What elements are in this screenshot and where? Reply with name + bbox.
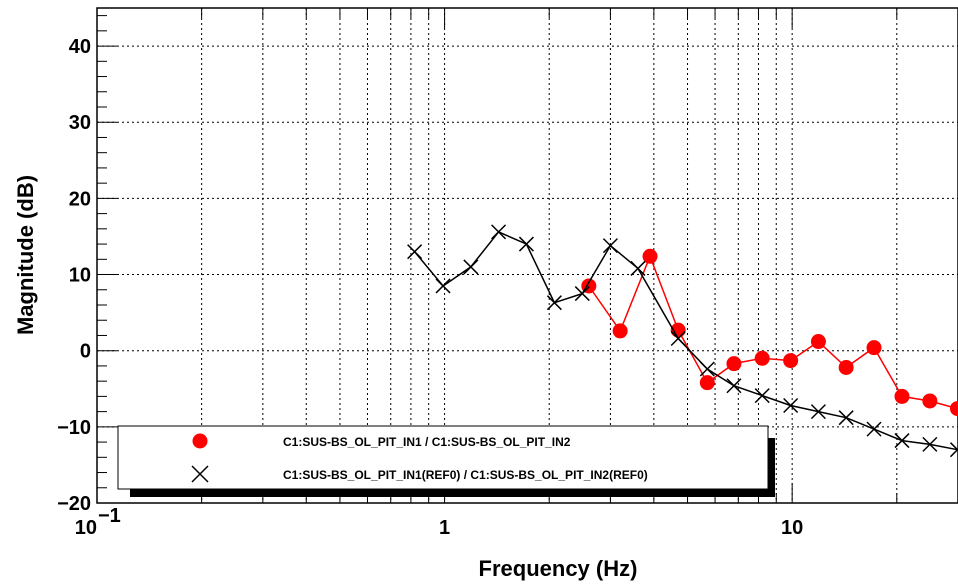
data-point bbox=[612, 323, 628, 339]
data-point-stroke bbox=[463, 259, 479, 275]
series-line-1 bbox=[588, 254, 958, 410]
legend-label-series-1: C1:SUS-BS_OL_PIT_IN1 / C1:SUS-BS_OL_PIT_… bbox=[283, 435, 571, 449]
data-point bbox=[838, 359, 854, 375]
data-point bbox=[838, 410, 854, 426]
legend-marker-x bbox=[191, 465, 209, 483]
y-axis-title: Magnitude (dB) bbox=[13, 175, 38, 335]
data-point bbox=[866, 340, 882, 356]
data-point-stroke bbox=[435, 278, 451, 294]
y-tick-label: 10 bbox=[69, 265, 91, 287]
data-point-stroke bbox=[491, 224, 507, 240]
data-point bbox=[491, 224, 507, 240]
data-point bbox=[630, 260, 646, 276]
data-point bbox=[894, 388, 910, 404]
data-point-stroke bbox=[670, 330, 686, 347]
data-point bbox=[699, 361, 715, 377]
data-point bbox=[726, 378, 742, 394]
data-point bbox=[602, 238, 618, 254]
data-point-stroke bbox=[894, 433, 910, 449]
data-point-stroke bbox=[630, 260, 646, 276]
data-point bbox=[754, 388, 770, 404]
data-point bbox=[810, 334, 826, 350]
data-point bbox=[407, 244, 423, 260]
data-point bbox=[518, 236, 534, 252]
data-point-stroke bbox=[783, 397, 799, 414]
legend-marker-circle bbox=[192, 433, 208, 449]
data-point bbox=[726, 356, 742, 372]
data-point bbox=[783, 397, 799, 414]
data-point-stroke bbox=[518, 236, 534, 252]
plot-frame bbox=[96, 7, 958, 504]
legend-box bbox=[117, 425, 769, 490]
data-point-stroke bbox=[949, 448, 958, 458]
data-point-stroke bbox=[699, 361, 715, 377]
data-point bbox=[754, 350, 770, 366]
data-point-stroke bbox=[574, 286, 590, 302]
x-axis-title: Frequency (Hz) bbox=[479, 556, 638, 581]
series-line-2 bbox=[414, 230, 958, 451]
y-tick-label: −20 bbox=[57, 493, 91, 515]
x-tick-label: 1 bbox=[439, 517, 450, 539]
x-tick-label: 10 bbox=[781, 517, 803, 539]
x-tick-label-exponent: −1 bbox=[98, 505, 121, 527]
data-point-stroke bbox=[754, 388, 770, 404]
data-point bbox=[546, 295, 562, 311]
data-point bbox=[949, 442, 958, 458]
data-point-stroke bbox=[726, 378, 742, 394]
data-point bbox=[642, 248, 658, 264]
data-point-stroke bbox=[546, 295, 562, 311]
data-point bbox=[435, 278, 451, 294]
series bbox=[407, 224, 958, 458]
y-tick-label: 20 bbox=[69, 188, 91, 210]
data-point bbox=[463, 259, 479, 275]
data-point bbox=[783, 353, 799, 369]
y-tick-label: 0 bbox=[80, 341, 91, 363]
data-point-stroke bbox=[866, 421, 882, 437]
data-point bbox=[866, 421, 882, 437]
data-point bbox=[810, 404, 826, 420]
y-tick-label: −10 bbox=[57, 417, 91, 439]
data-point-stroke bbox=[922, 436, 938, 452]
legend: C1:SUS-BS_OL_PIT_IN1 / C1:SUS-BS_OL_PIT_… bbox=[117, 425, 775, 497]
x-tick-label: 10 bbox=[75, 517, 97, 539]
data-point bbox=[574, 286, 590, 302]
data-point-stroke bbox=[602, 238, 618, 254]
data-point bbox=[949, 401, 958, 417]
data-point-stroke bbox=[810, 404, 826, 420]
data-point-stroke bbox=[407, 244, 423, 260]
data-point bbox=[922, 436, 938, 452]
data-point-stroke bbox=[838, 410, 854, 426]
data-point bbox=[922, 393, 938, 409]
y-tick-label: 40 bbox=[69, 36, 91, 58]
data-point bbox=[894, 433, 910, 449]
y-tick-label: 30 bbox=[69, 112, 91, 134]
data-point bbox=[699, 375, 715, 391]
legend-label-series-2: C1:SUS-BS_OL_PIT_IN1(REF0) / C1:SUS-BS_O… bbox=[283, 468, 648, 482]
data-point bbox=[670, 330, 686, 347]
